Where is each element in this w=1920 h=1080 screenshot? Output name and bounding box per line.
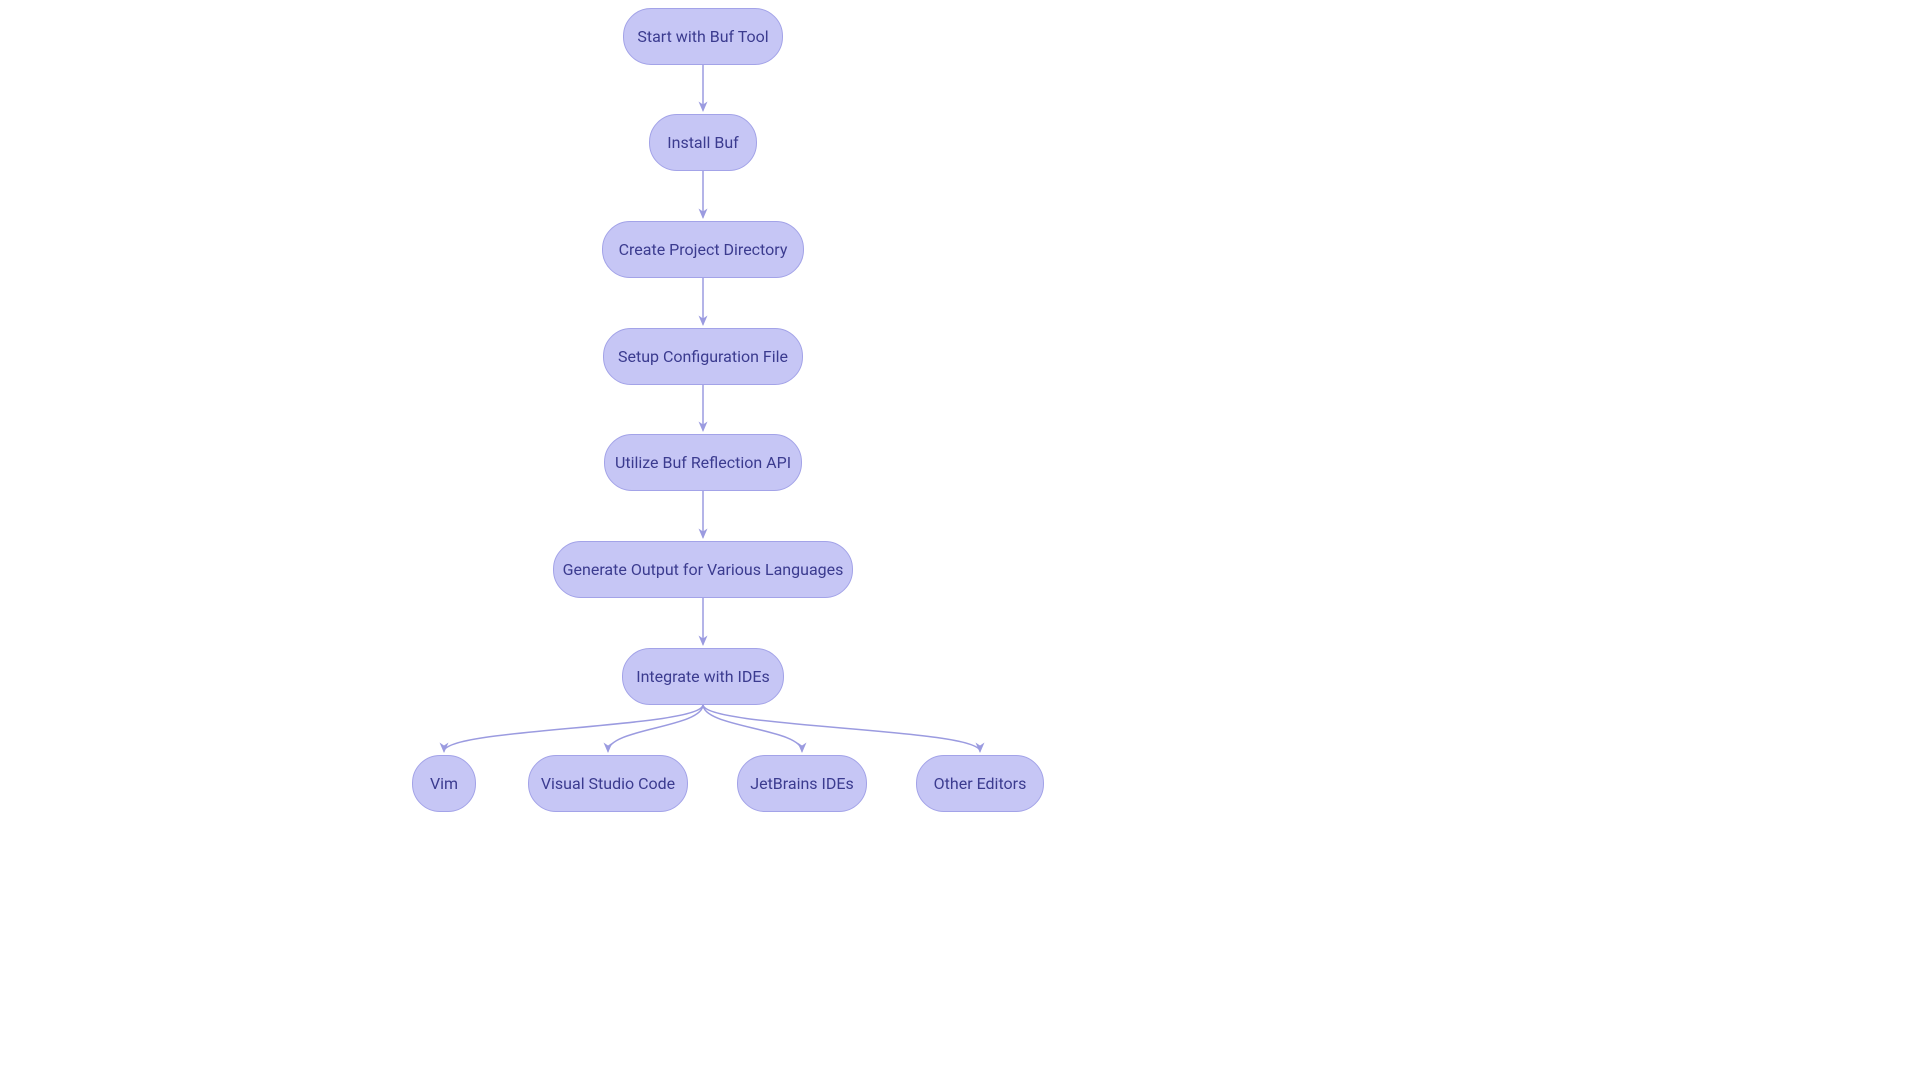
flowchart-node: Start with Buf Tool — [623, 8, 783, 65]
flowchart-node-label: Utilize Buf Reflection API — [615, 453, 791, 472]
flowchart-canvas: Start with Buf Tool Install Buf Create Pro… — [0, 0, 1920, 1080]
flowchart-node: Other Editors — [916, 755, 1044, 812]
flowchart-node: Utilize Buf Reflection API — [604, 434, 802, 491]
flowchart-node: Install Buf — [649, 114, 757, 171]
flowchart-edge — [703, 705, 802, 752]
flowchart-node-label: Start with Buf Tool — [637, 27, 768, 46]
flowchart-node: Vim — [412, 755, 476, 812]
flowchart-node-label: Visual Studio Code — [541, 774, 675, 793]
flowchart-node: Integrate with IDEs — [622, 648, 784, 705]
flowchart-node: Setup Configuration File — [603, 328, 803, 385]
flowchart-edge — [703, 705, 980, 752]
flowchart-node: JetBrains IDEs — [737, 755, 867, 812]
flowchart-node-label: Other Editors — [934, 774, 1027, 793]
flowchart-node-label: Create Project Directory — [619, 240, 788, 259]
flowchart-node: Generate Output for Various Languages — [553, 541, 853, 598]
flowchart-node: Visual Studio Code — [528, 755, 688, 812]
flowchart-node-label: Vim — [430, 774, 458, 793]
flowchart-node: Create Project Directory — [602, 221, 804, 278]
flowchart-edge — [444, 705, 703, 752]
flowchart-node-label: Install Buf — [667, 133, 738, 152]
flowchart-node-label: Generate Output for Various Languages — [563, 560, 844, 579]
flowchart-node-label: Integrate with IDEs — [636, 667, 770, 686]
edges-layer — [0, 0, 1920, 1080]
flowchart-node-label: Setup Configuration File — [618, 347, 788, 366]
flowchart-edge — [608, 705, 703, 752]
flowchart-node-label: JetBrains IDEs — [750, 774, 853, 793]
